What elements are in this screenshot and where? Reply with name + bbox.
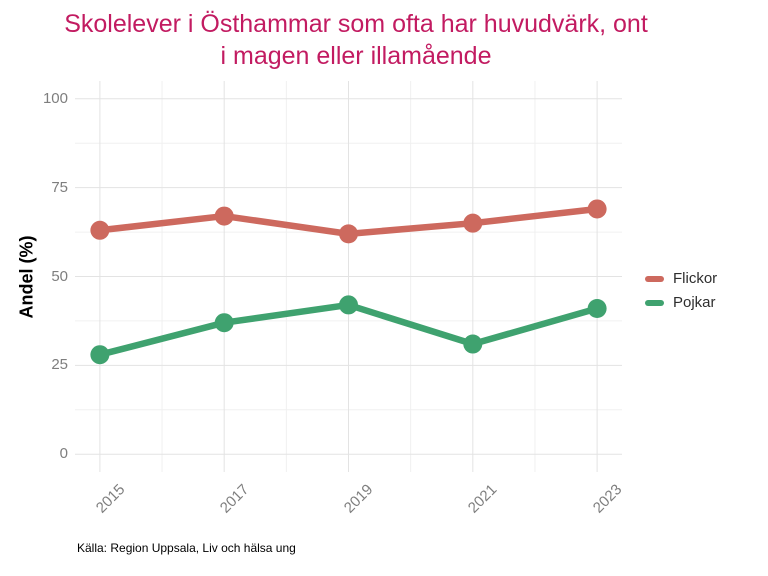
data-point-flickor-2021 — [463, 213, 483, 233]
y-tick-label-0: 0 — [59, 445, 68, 463]
legend-swatch-pojkar — [645, 300, 664, 306]
x-tick-label-2015: 2015 — [92, 481, 128, 517]
source-caption: Källa: Region Uppsala, Liv och hälsa ung — [77, 541, 296, 555]
x-tick-label-2021: 2021 — [465, 481, 501, 517]
legend-swatch-flickor — [645, 276, 664, 282]
plot-area — [75, 81, 622, 472]
y-tick-label-75: 75 — [51, 178, 68, 196]
data-point-flickor-2015 — [90, 220, 110, 240]
data-point-pojkar-2015 — [90, 345, 110, 365]
chart-title-line-2: i magen eller illamående — [220, 42, 492, 70]
data-point-flickor-2023 — [587, 199, 607, 219]
data-point-flickor-2019 — [339, 224, 358, 244]
x-tick-label-2017: 2017 — [216, 481, 253, 517]
data-point-pojkar-2023 — [587, 298, 607, 318]
data-point-pojkar-2019 — [339, 295, 358, 315]
chart-title-line-1: Skolelever i Östhammar som ofta har huvu… — [64, 10, 648, 38]
chart-title: Skolelever i Östhammar som ofta har huvu… — [0, 8, 712, 72]
legend: Flickor Pojkar — [645, 267, 717, 315]
x-tick-label-2019: 2019 — [340, 481, 377, 517]
x-tick-label-2023: 2023 — [589, 481, 626, 517]
plot-panel — [75, 81, 622, 472]
y-tick-label-100: 100 — [42, 89, 68, 107]
legend-item-flickor: Flickor — [645, 267, 717, 291]
data-point-flickor-2017 — [214, 206, 234, 226]
y-tick-label-25: 25 — [51, 356, 68, 374]
data-point-pojkar-2021 — [463, 334, 483, 354]
legend-item-pojkar: Pojkar — [645, 291, 717, 315]
legend-label-pojkar: Pojkar — [673, 294, 716, 311]
y-tick-label-50: 50 — [51, 267, 68, 285]
legend-label-flickor: Flickor — [673, 270, 718, 287]
data-point-pojkar-2017 — [214, 313, 234, 333]
